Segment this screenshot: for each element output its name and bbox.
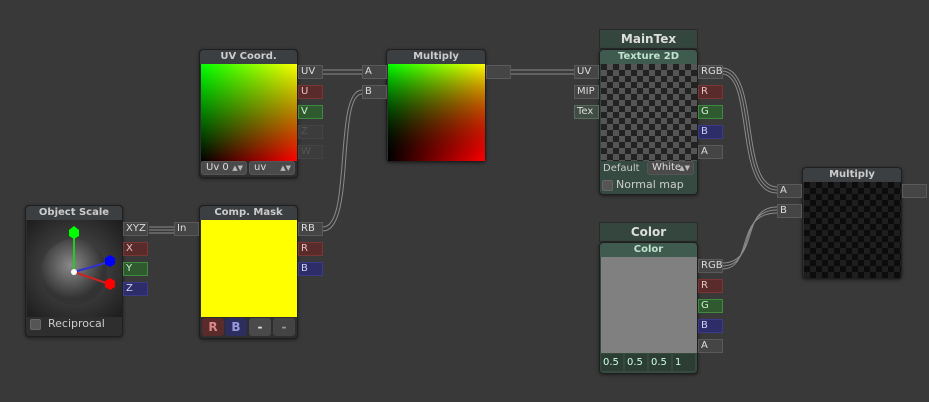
default-dropdown[interactable]: White ▲▼ bbox=[647, 161, 694, 175]
wire-color-to-multiply-b bbox=[721, 206, 778, 270]
channel-buttons: R B - - bbox=[200, 317, 297, 338]
reciprocal-label: Reciprocal bbox=[48, 317, 105, 330]
port-r-out[interactable]: R bbox=[698, 279, 723, 293]
port-b-in[interactable]: B bbox=[362, 85, 387, 99]
port-rgb-out[interactable]: RGB bbox=[698, 259, 723, 273]
port-multiply-out[interactable] bbox=[486, 65, 511, 79]
uv-preview bbox=[201, 64, 297, 161]
port-uv-out[interactable]: UV bbox=[298, 65, 323, 79]
color-a-field[interactable]: 1 bbox=[673, 354, 695, 371]
wire-rgb-to-multiply-a bbox=[721, 67, 778, 194]
uv-channel-dropdown[interactable]: Uv 0 ▲▼ bbox=[201, 161, 247, 175]
port-r-out[interactable]: R bbox=[698, 85, 723, 99]
color-r-field[interactable]: 0.5 bbox=[601, 354, 623, 371]
node-title: Object Scale bbox=[26, 206, 122, 220]
port-g-out[interactable]: G bbox=[698, 105, 723, 119]
wire-xyz-to-in bbox=[149, 226, 174, 234]
port-b-out[interactable]: B bbox=[698, 125, 723, 139]
port-a-out[interactable]: A bbox=[698, 339, 723, 353]
object-scale-preview bbox=[27, 220, 122, 317]
port-rgb-out[interactable]: RGB bbox=[698, 65, 723, 79]
port-xyz-out[interactable]: XYZ bbox=[123, 222, 148, 236]
channel-3-button[interactable]: - bbox=[249, 318, 271, 336]
color-preview[interactable] bbox=[601, 257, 697, 353]
color-g-field[interactable]: 0.5 bbox=[625, 354, 647, 371]
port-tex-in[interactable]: Tex bbox=[574, 105, 599, 119]
uv-mode-dropdown[interactable]: uv ▲▼ bbox=[249, 161, 295, 175]
port-b-out[interactable]: B bbox=[698, 319, 723, 333]
default-label: Default bbox=[603, 163, 640, 174]
component-mask-node[interactable]: Comp. Mask R B - - bbox=[199, 205, 298, 339]
updown-arrow-icon: ▲▼ bbox=[280, 164, 291, 172]
node-title: Texture 2D bbox=[600, 50, 697, 64]
node-title: Multiply bbox=[387, 50, 485, 64]
object-scale-node[interactable]: Object Scale Reciprocal bbox=[25, 205, 123, 337]
node-title: Color bbox=[600, 243, 697, 257]
node-title: UV Coord. bbox=[200, 50, 297, 64]
axis-gizmo-icon bbox=[41, 226, 115, 305]
channel-4-button[interactable]: - bbox=[273, 318, 295, 336]
multiply-preview bbox=[388, 64, 485, 161]
port-w-out[interactable]: W bbox=[298, 145, 323, 159]
port-in[interactable]: In bbox=[174, 222, 199, 236]
port-uv-in[interactable]: UV bbox=[574, 65, 599, 79]
multiply-node-2[interactable]: Multiply bbox=[802, 167, 902, 279]
wire-multiply-to-uv bbox=[511, 69, 574, 75]
port-y-out[interactable]: Y bbox=[123, 262, 148, 276]
port-g-out[interactable]: G bbox=[698, 299, 723, 313]
color-b-field[interactable]: 0.5 bbox=[649, 354, 671, 371]
wire-rb-to-multiply-b bbox=[322, 89, 363, 232]
port-multiply-out[interactable] bbox=[902, 184, 927, 198]
channel-r-button[interactable]: R bbox=[202, 318, 224, 336]
mask-preview bbox=[201, 220, 297, 317]
color-node[interactable]: Color 0.5 0.5 0.5 1 bbox=[599, 242, 698, 374]
channel-b-button[interactable]: B bbox=[225, 318, 247, 336]
port-a-in[interactable]: A bbox=[777, 184, 802, 198]
port-u-out[interactable]: U bbox=[298, 85, 323, 99]
uv-coord-node[interactable]: UV Coord. Uv 0 ▲▼ uv ▲▼ bbox=[199, 49, 298, 178]
dropdown-value: uv bbox=[254, 162, 267, 173]
color-property-name[interactable]: Color bbox=[599, 222, 698, 242]
port-x-out[interactable]: X bbox=[123, 242, 148, 256]
port-a-in[interactable]: A bbox=[362, 65, 387, 79]
updown-arrow-icon: ▲▼ bbox=[232, 164, 243, 172]
dropdown-value: White bbox=[652, 162, 682, 173]
reciprocal-checkbox[interactable] bbox=[30, 319, 41, 330]
texture-preview bbox=[601, 64, 697, 161]
node-title: Multiply bbox=[803, 168, 901, 182]
port-rb-out[interactable]: RB bbox=[298, 222, 323, 236]
multiply-preview bbox=[804, 182, 901, 278]
texture2d-node[interactable]: Texture 2D Default White ▲▼ Normal map bbox=[599, 49, 698, 195]
port-mip-in[interactable]: MIP bbox=[574, 85, 599, 99]
port-z-out[interactable]: Z bbox=[123, 282, 148, 296]
port-v-out[interactable]: V bbox=[298, 105, 323, 119]
multiply-node-1[interactable]: Multiply bbox=[386, 49, 486, 162]
node-title: Comp. Mask bbox=[200, 206, 297, 220]
port-b-out[interactable]: B bbox=[298, 262, 323, 276]
maintex-property-name[interactable]: MainTex bbox=[599, 29, 698, 49]
port-a-out[interactable]: A bbox=[698, 145, 723, 159]
dropdown-value: Uv 0 bbox=[206, 162, 229, 173]
port-b-in[interactable]: B bbox=[777, 204, 802, 218]
normal-map-checkbox[interactable] bbox=[602, 180, 613, 191]
port-r-out[interactable]: R bbox=[298, 242, 323, 256]
color-values: 0.5 0.5 0.5 1 bbox=[600, 353, 697, 373]
updown-arrow-icon: ▲▼ bbox=[679, 164, 690, 172]
normal-map-label: Normal map bbox=[616, 178, 684, 191]
port-z-out[interactable]: Z bbox=[298, 125, 323, 139]
wire-uv-to-multiply-a bbox=[323, 69, 362, 75]
